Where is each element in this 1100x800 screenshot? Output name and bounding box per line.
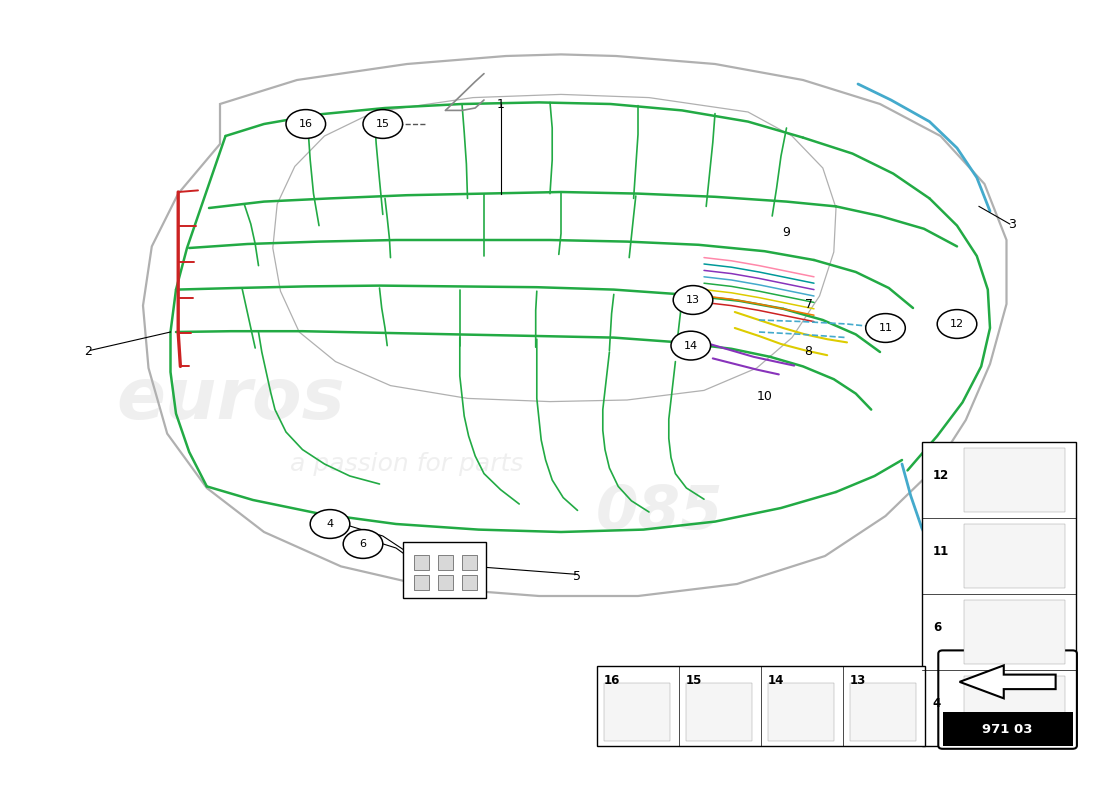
- Circle shape: [673, 286, 713, 314]
- Bar: [462, 575, 477, 590]
- Text: 2: 2: [84, 346, 92, 358]
- Text: 14: 14: [684, 341, 697, 350]
- Circle shape: [363, 110, 403, 138]
- Bar: [414, 555, 429, 570]
- Bar: [597, 666, 925, 746]
- Text: 13: 13: [686, 295, 700, 305]
- Text: 4: 4: [933, 698, 940, 710]
- Circle shape: [937, 310, 977, 338]
- Text: 7: 7: [804, 298, 813, 310]
- Bar: [438, 575, 453, 590]
- Text: 9: 9: [782, 226, 791, 238]
- Text: 5: 5: [573, 570, 582, 582]
- Bar: [768, 683, 835, 741]
- Circle shape: [343, 530, 383, 558]
- Text: a passion for parts: a passion for parts: [290, 452, 524, 476]
- Bar: [686, 683, 752, 741]
- Text: euros: euros: [117, 366, 345, 434]
- Bar: [414, 575, 429, 590]
- Text: 11: 11: [879, 323, 892, 333]
- FancyBboxPatch shape: [403, 542, 486, 598]
- Bar: [604, 683, 671, 741]
- FancyBboxPatch shape: [938, 650, 1077, 749]
- Text: 11: 11: [933, 546, 949, 558]
- Text: 15: 15: [376, 119, 389, 129]
- Circle shape: [866, 314, 905, 342]
- Bar: [964, 676, 1065, 739]
- Circle shape: [671, 331, 711, 360]
- Circle shape: [310, 510, 350, 538]
- Text: 3: 3: [1008, 218, 1016, 230]
- Text: 4: 4: [327, 519, 333, 529]
- Bar: [964, 524, 1065, 587]
- Text: 16: 16: [604, 674, 620, 686]
- Bar: [438, 555, 453, 570]
- Bar: [922, 442, 1076, 746]
- Text: 971 03: 971 03: [982, 722, 1033, 735]
- Text: 1: 1: [496, 98, 505, 110]
- Bar: [462, 555, 477, 570]
- Text: 6: 6: [360, 539, 366, 549]
- Text: 14: 14: [768, 674, 784, 686]
- Text: 085: 085: [596, 482, 724, 542]
- Text: 12: 12: [933, 470, 949, 482]
- Bar: [964, 600, 1065, 663]
- Text: 6: 6: [933, 622, 940, 634]
- Text: 16: 16: [299, 119, 312, 129]
- Circle shape: [286, 110, 326, 138]
- Text: 13: 13: [849, 674, 866, 686]
- Text: 15: 15: [686, 674, 702, 686]
- Polygon shape: [959, 666, 1056, 698]
- Text: 10: 10: [757, 390, 772, 402]
- Bar: [964, 448, 1065, 511]
- Bar: [849, 683, 916, 741]
- Text: 12: 12: [950, 319, 964, 329]
- Bar: [943, 713, 1072, 746]
- Text: 8: 8: [804, 346, 813, 358]
